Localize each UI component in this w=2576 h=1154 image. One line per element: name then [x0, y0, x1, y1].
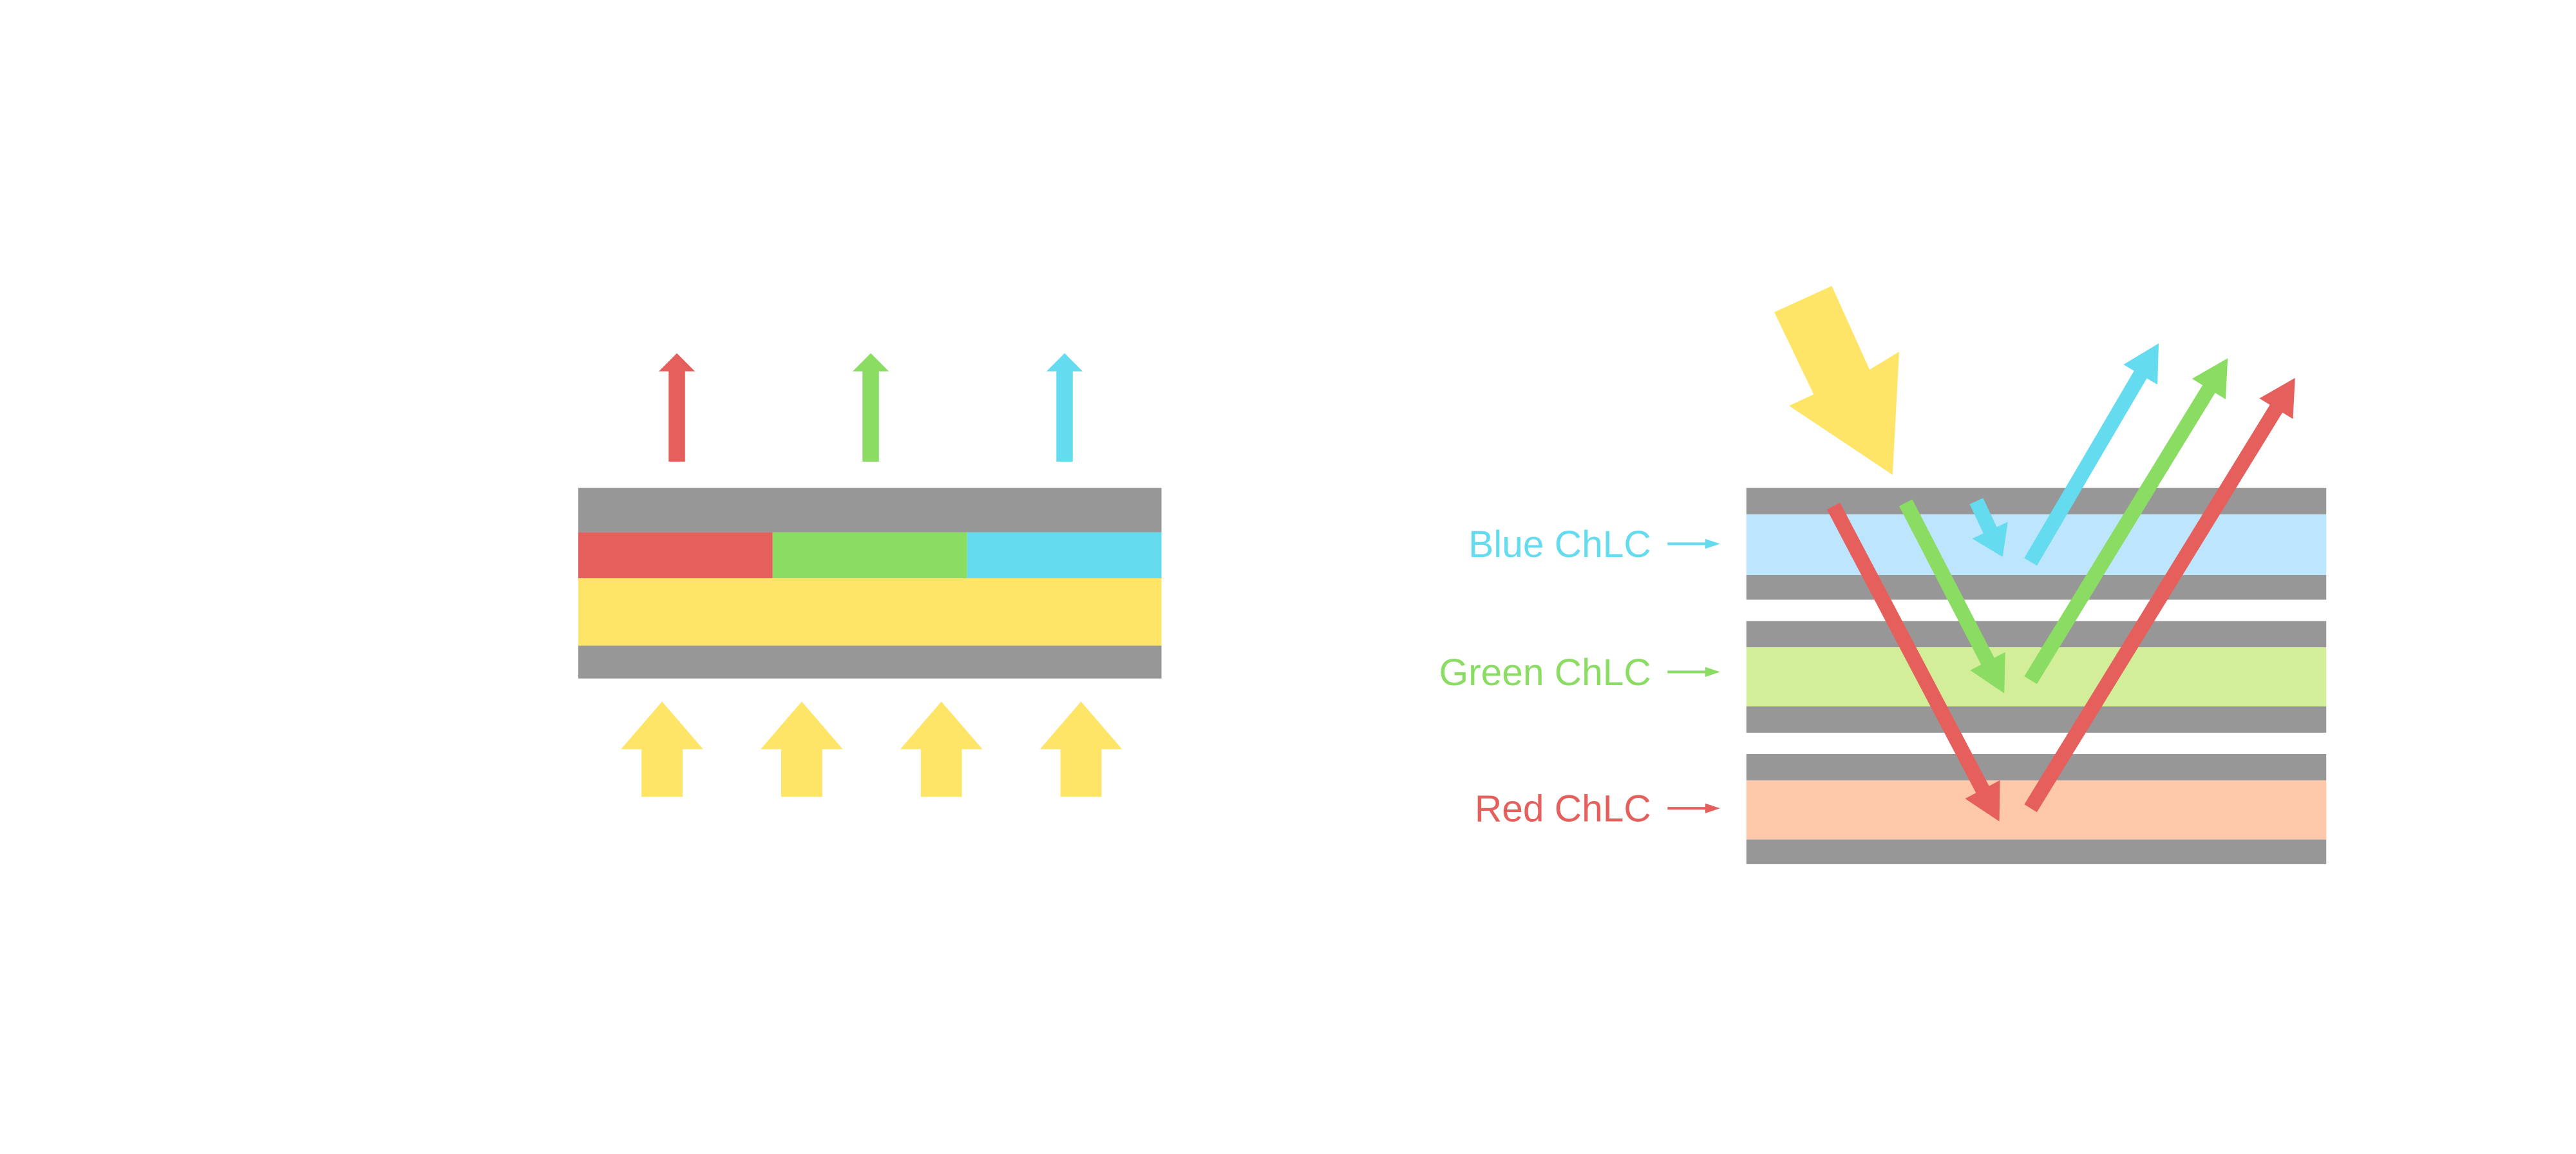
red-emitted-arrow — [658, 353, 696, 462]
red-filter — [578, 532, 773, 579]
cyan-emitted-arrow — [1046, 353, 1083, 462]
red-chlc-label: Red ChLC — [1475, 788, 1651, 830]
yellow-backlight-arrow — [1039, 701, 1122, 797]
green-chlc-top-gray — [1746, 621, 2327, 648]
yellow-backlight-arrow — [761, 701, 843, 797]
green-emitted-arrow — [852, 353, 889, 462]
red-chlc-top-gray — [1746, 754, 2327, 780]
red-label-pointer — [1667, 803, 1720, 813]
green-filter — [772, 532, 967, 579]
yellow-backlight-arrow — [900, 701, 983, 797]
green-transmitted-arrow — [1899, 499, 2005, 694]
reflection-arrows — [1826, 343, 2295, 822]
yellow-backlight-layer — [578, 578, 1162, 646]
cyan-transmitted-arrow — [1969, 498, 2008, 557]
green-chlc-bottom-gray — [1746, 706, 2327, 733]
red-chlc-bottom-gray — [1746, 839, 2327, 864]
incident-light-arrow — [1774, 285, 1899, 475]
green-reflected-arrow — [2024, 358, 2228, 685]
bottom-gray-layer — [578, 645, 1162, 679]
cyan-filter — [967, 532, 1162, 579]
yellow-backlight-arrow — [621, 701, 703, 797]
green-label-pointer — [1667, 667, 1720, 677]
top-gray-layer — [578, 487, 1162, 533]
blue-label-pointer — [1667, 538, 1720, 549]
color-filter-stack — [578, 487, 1162, 679]
red-reflected-arrow — [2024, 377, 2295, 813]
cyan-reflected-arrow — [2024, 343, 2159, 566]
label-pointers — [1667, 538, 1720, 813]
blue-chlc-label: Blue ChLC — [1468, 524, 1651, 565]
red-transmitted-arrow — [1826, 502, 2000, 822]
green-chlc-label: Green ChLC — [1439, 652, 1651, 694]
blue-chlc-bottom-gray — [1746, 574, 2327, 600]
